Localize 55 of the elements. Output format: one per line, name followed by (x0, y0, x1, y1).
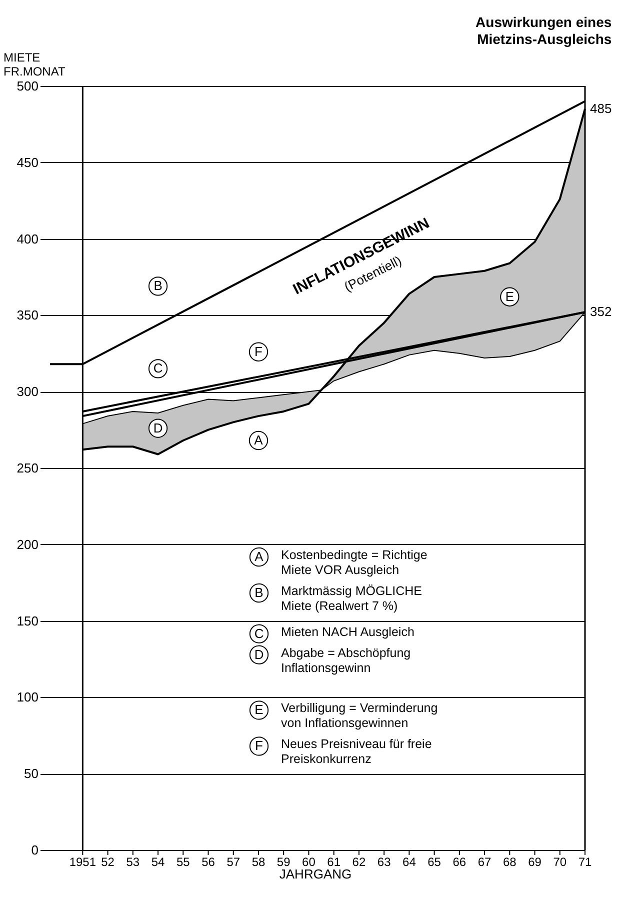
annotation: A (254, 432, 264, 448)
x-tick-label: 59 (276, 855, 291, 869)
annotation: E (254, 702, 264, 718)
annotation: Mieten NACH Ausgleich (281, 624, 414, 639)
annotation: F (254, 344, 263, 359)
annotation: Kostenbedingte = Richtige Miete VOR Ausgleich (281, 548, 428, 577)
x-tick-label: 53 (126, 855, 140, 869)
x-tick-label: 67 (478, 855, 492, 869)
x-tick-label: 68 (502, 855, 517, 869)
annotation: D (153, 420, 163, 436)
x-tick-label: 61 (327, 855, 341, 869)
annotation: Abgabe = Abschöpfung Inflationsgewinn (281, 646, 411, 675)
annotation: D (254, 646, 264, 662)
y-tick-label: 300 (16, 384, 38, 400)
y-tick-label: 500 (16, 78, 38, 94)
annotation: 485 (590, 100, 612, 116)
x-tick-label: 69 (528, 855, 542, 869)
annotation: Marktmässig MÖGLICHE Miete (Realwert 7 %) (281, 584, 422, 613)
x-tick-label: 58 (252, 855, 266, 869)
x-axis-title: JAHRGANG (279, 866, 352, 882)
y-tick-label: 200 (16, 536, 38, 552)
annotation: C (153, 360, 163, 376)
y-axis-title: MIETE FR.MONAT (4, 50, 66, 78)
y-tick-label: 400 (16, 231, 38, 246)
annotation: Neues Preisniveau für freie Preiskonkurrenz (281, 737, 432, 766)
y-tick-label: 450 (16, 154, 38, 170)
x-tick-label: 63 (377, 855, 392, 869)
x-tick-label: 55 (176, 855, 190, 869)
x-tick-label: 1951 (69, 855, 96, 869)
annotation: C (254, 626, 264, 641)
x-tick-label: 60 (302, 855, 316, 869)
x-tick-label: 70 (553, 855, 567, 869)
x-tick-label: 64 (402, 855, 416, 869)
x-tick-label: 54 (151, 855, 166, 869)
annotation: Verbilligung = Verminderung von Inflationsgewinnen (281, 701, 438, 730)
y-tick-label: 50 (24, 766, 38, 782)
chart-title: Auswirkungen eines Mietzins-Ausgleichs (476, 14, 612, 47)
annotation: F (255, 738, 264, 754)
x-tick-label: 65 (428, 855, 442, 869)
x-tick-label: 71 (578, 855, 592, 869)
y-tick-label: 0 (31, 842, 38, 858)
y-tick-label: 100 (16, 690, 38, 705)
y-tick-label: 250 (16, 460, 38, 476)
annotation: A (254, 549, 264, 564)
y-tick-label: 150 (16, 613, 38, 628)
x-tick-label: 66 (452, 855, 466, 869)
annotation: B (254, 585, 264, 600)
y-tick-label: 350 (16, 308, 38, 323)
x-tick-label: 56 (202, 855, 216, 869)
x-tick-label: 52 (101, 855, 115, 869)
annotation: B (154, 278, 162, 294)
annotation: E (505, 288, 514, 304)
x-tick-label: 62 (352, 855, 366, 869)
x-tick-label: 57 (226, 855, 240, 869)
annotation: 352 (590, 304, 612, 320)
